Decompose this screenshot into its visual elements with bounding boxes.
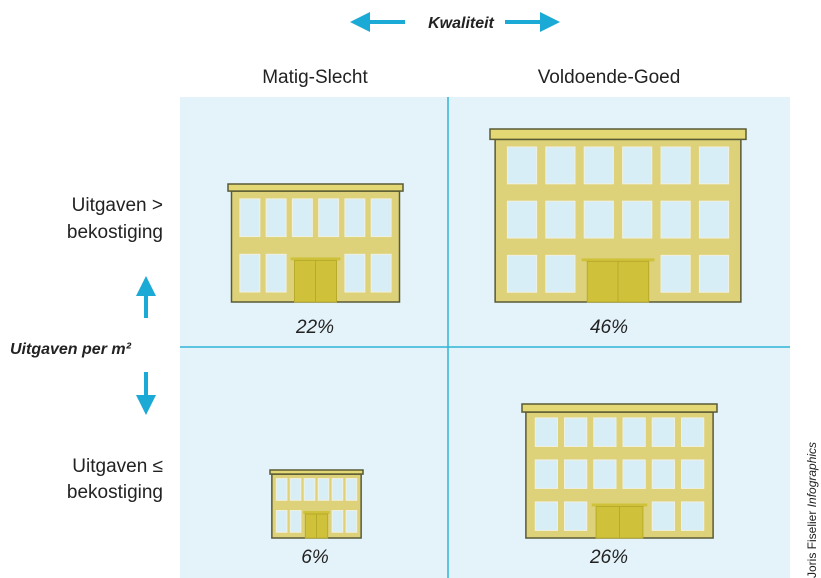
window <box>564 459 588 489</box>
window <box>622 417 646 447</box>
window <box>506 254 538 293</box>
window <box>545 254 576 293</box>
window <box>345 478 358 501</box>
window <box>622 459 646 489</box>
window <box>583 200 614 239</box>
window <box>545 200 576 239</box>
window <box>660 146 691 185</box>
building-roof <box>227 183 404 192</box>
window <box>681 417 705 447</box>
window <box>681 459 705 489</box>
door-canopy <box>591 503 648 507</box>
building-roof <box>521 403 718 413</box>
column-header: Voldoende-Goed <box>538 67 681 88</box>
door-canopy <box>303 511 330 515</box>
window <box>564 501 588 531</box>
window <box>331 510 344 533</box>
window <box>289 478 302 501</box>
axis-label: Uitgaven per m² <box>10 341 132 358</box>
window <box>660 200 691 239</box>
window <box>534 417 558 447</box>
window <box>622 146 653 185</box>
row-label: Uitgaven ≤ <box>72 456 163 477</box>
percentage: 22% <box>295 317 334 338</box>
window <box>583 146 614 185</box>
axis-label: Kwaliteit <box>428 15 494 32</box>
window <box>622 200 653 239</box>
window <box>593 417 617 447</box>
window <box>345 510 358 533</box>
window <box>534 459 558 489</box>
window <box>318 198 340 238</box>
window <box>275 478 288 501</box>
percentage: 6% <box>301 547 329 568</box>
building-roof <box>489 128 747 141</box>
column-header: Matig-Slecht <box>262 67 368 88</box>
window <box>265 198 287 238</box>
percentage: 46% <box>590 317 628 338</box>
window <box>317 478 330 501</box>
window <box>534 501 558 531</box>
buildings <box>227 128 747 539</box>
row-label: bekostiging <box>67 222 163 243</box>
window <box>545 146 576 185</box>
window <box>275 510 288 533</box>
window <box>344 253 366 293</box>
window <box>660 254 691 293</box>
window <box>331 478 344 501</box>
door-canopy <box>290 257 341 261</box>
credit: Joris Fiselier Infographics <box>805 442 819 578</box>
window <box>506 200 538 239</box>
window <box>698 254 730 293</box>
window <box>651 501 675 531</box>
window <box>651 417 675 447</box>
row-label: Uitgaven > <box>72 195 163 216</box>
percentage: 26% <box>589 547 628 568</box>
row-label: bekostiging <box>67 482 163 503</box>
window <box>291 198 313 238</box>
window <box>289 510 302 533</box>
arrows <box>136 12 560 415</box>
window <box>698 146 730 185</box>
window <box>698 200 730 239</box>
window <box>370 198 392 238</box>
window <box>681 501 705 531</box>
window <box>303 478 316 501</box>
window <box>506 146 538 185</box>
building-roof <box>269 469 364 475</box>
window <box>239 198 261 238</box>
window <box>265 253 287 293</box>
window <box>370 253 392 293</box>
window <box>651 459 675 489</box>
window <box>344 198 366 238</box>
credit-name: Joris Fiselier <box>805 511 819 578</box>
window <box>564 417 588 447</box>
window <box>239 253 261 293</box>
credit-suffix: Infographics <box>805 442 819 507</box>
door-canopy <box>581 258 655 262</box>
window <box>593 459 617 489</box>
